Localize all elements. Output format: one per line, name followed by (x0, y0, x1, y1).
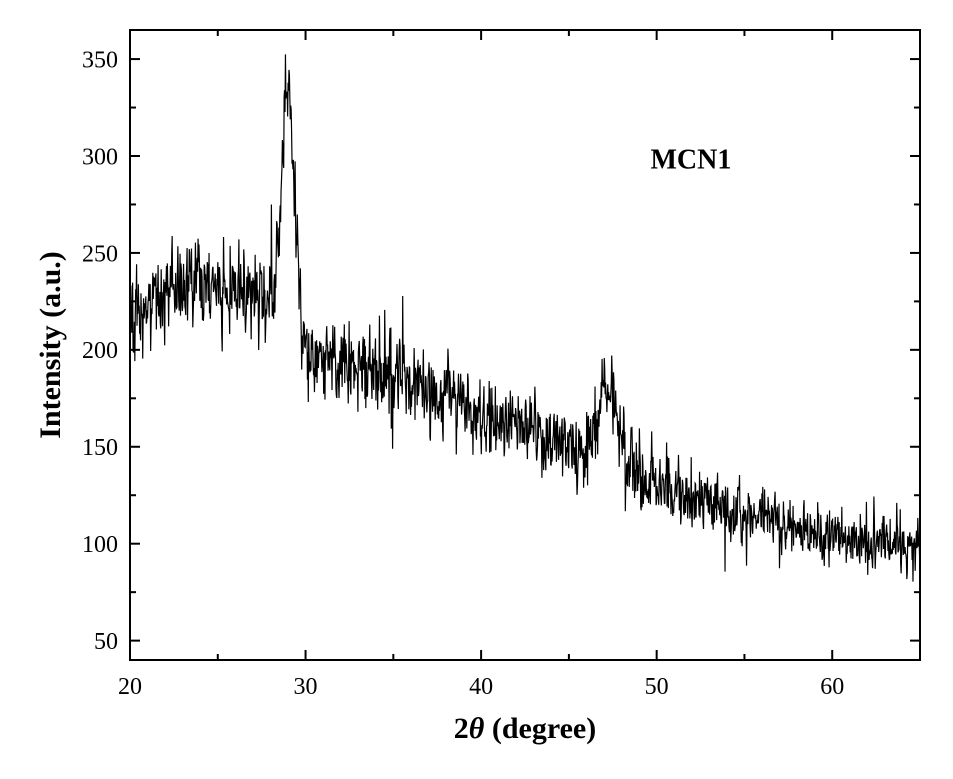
x-tick-label: 30 (294, 674, 318, 700)
x-tick-label: 50 (645, 674, 669, 700)
x-tick-label: 20 (118, 674, 142, 700)
y-tick-label: 200 (82, 338, 118, 364)
y-tick-label: 250 (82, 241, 118, 267)
chart-svg: 20 30 40 50 60 50 100 150 200 250 300 350 2θ (degree… (0, 0, 953, 779)
y-axis-label: Intensity (a.u.) (34, 251, 67, 439)
x-tick-label: 40 (469, 674, 493, 700)
y-tick-label: 50 (94, 629, 118, 655)
series-label: MCN1 (650, 145, 731, 176)
x-axis-label: 2θ (degree) (454, 712, 596, 745)
y-tick-label: 150 (82, 435, 118, 461)
y-tick-label: 300 (82, 144, 118, 170)
y-tick-label: 100 (82, 532, 118, 558)
x-tick-label: 60 (820, 674, 844, 700)
y-tick-label: 350 (82, 47, 118, 73)
xrd-chart: 20 30 40 50 60 50 100 150 200 250 300 350 2θ (degree… (0, 0, 953, 779)
